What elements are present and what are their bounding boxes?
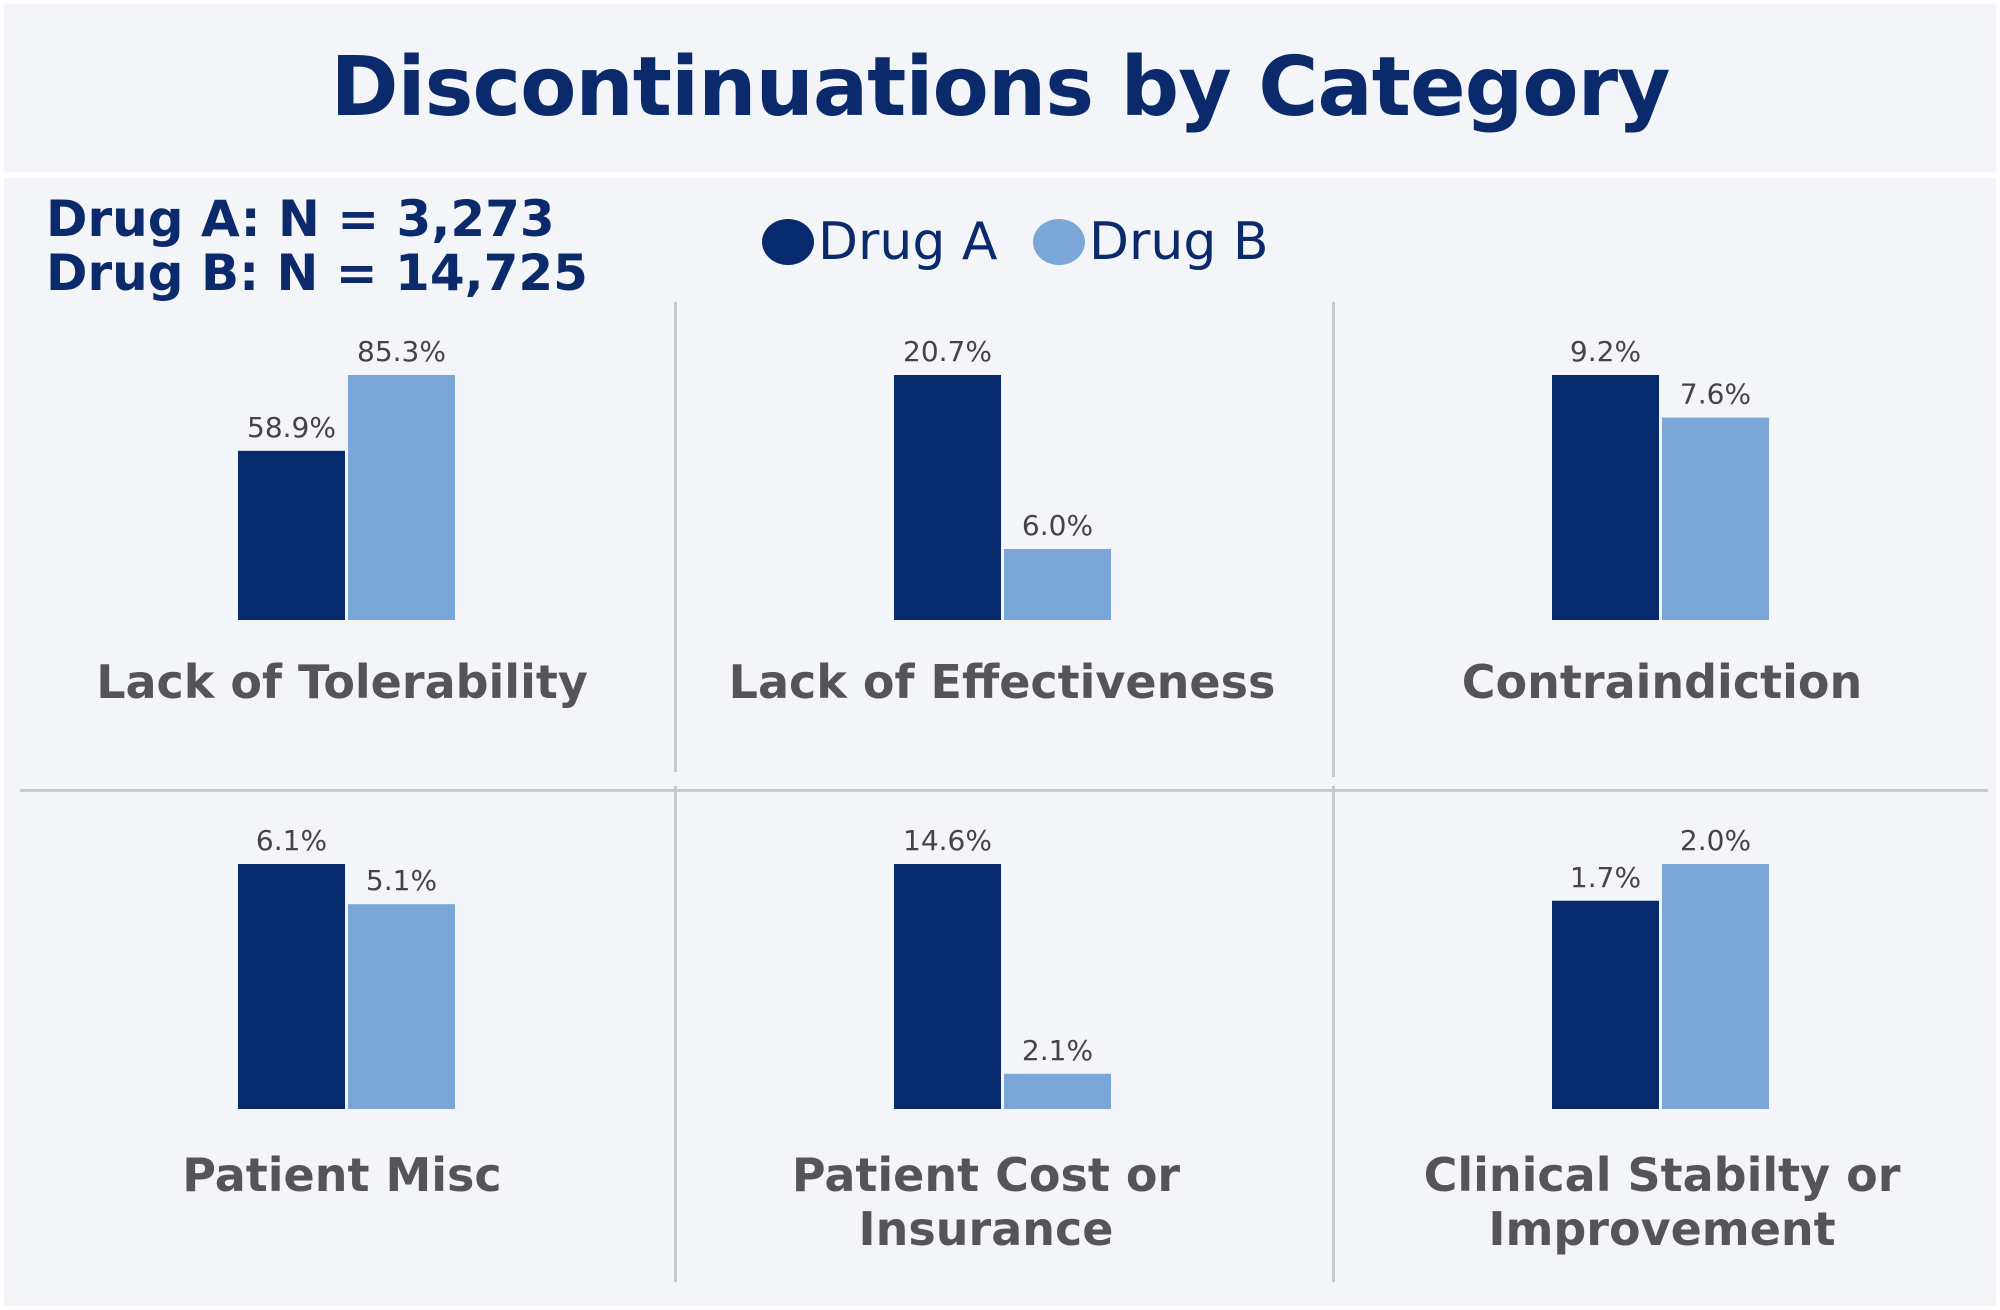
data-label-drug-a-panel-4: 6.1% — [256, 824, 327, 857]
legend-swatch-drug-b — [1033, 219, 1085, 265]
category-label-line: Contraindiction — [1461, 655, 1863, 709]
category-label-contraindiction: Contraindiction — [1332, 655, 1992, 709]
bar-drug-b-panel-4 — [348, 904, 455, 1109]
category-label-line: Lack of Tolerability — [96, 655, 588, 709]
chart-title: Discontinuations by Category — [330, 40, 1670, 135]
bar-drug-b-panel-2 — [1004, 548, 1111, 620]
drug-b-sample-size: Drug B: N = 14,725 — [46, 244, 588, 302]
data-label-drug-a-panel-6: 1.7% — [1570, 861, 1641, 894]
data-label-drug-b-panel-1: 85.3% — [357, 335, 446, 368]
bar-drug-a-panel-2 — [894, 375, 1001, 620]
drug-a-sample-size: Drug A: N = 3,273 — [46, 190, 555, 248]
bar-drug-b-panel-5 — [1004, 1073, 1111, 1109]
bar-drug-a-panel-6 — [1552, 900, 1659, 1109]
data-label-drug-b-panel-5: 2.1% — [1022, 1034, 1093, 1067]
divider-vertical-bottom-right — [1332, 786, 1335, 1282]
data-label-drug-a-panel-2: 20.7% — [903, 335, 992, 368]
legend-swatch-drug-a — [762, 219, 814, 265]
divider-vertical-top-left — [674, 302, 677, 772]
data-label-drug-a-panel-5: 14.6% — [903, 824, 992, 857]
data-label-drug-b-panel-4: 5.1% — [366, 864, 437, 897]
bar-drug-b-panel-6 — [1662, 864, 1769, 1109]
category-label-lack-of-tolerability: Lack of Tolerability — [12, 655, 672, 709]
divider-vertical-top-right — [1332, 302, 1335, 777]
category-label-line: Patient Cost or — [791, 1148, 1181, 1202]
title-band — [4, 4, 1996, 172]
divider-vertical-bottom-left — [674, 786, 677, 1282]
category-label-line: Improvement — [1488, 1202, 1836, 1256]
bar-drug-a-panel-3 — [1552, 375, 1659, 620]
chart-area — [4, 178, 1996, 1306]
bar-drug-a-panel-5 — [894, 864, 1001, 1109]
data-label-drug-b-panel-3: 7.6% — [1680, 378, 1751, 411]
legend-label-drug-b: Drug B — [1089, 212, 1269, 272]
data-label-drug-b-panel-2: 6.0% — [1022, 509, 1093, 542]
bar-drug-a-panel-4 — [238, 864, 345, 1109]
divider-horizontal — [20, 789, 1988, 792]
category-label-line: Lack of Effectiveness — [728, 655, 1276, 709]
category-label-patient-cost-or-insurance: Patient Cost or Insurance — [656, 1148, 1316, 1256]
bar-drug-b-panel-1 — [348, 375, 455, 620]
data-label-drug-b-panel-6: 2.0% — [1680, 824, 1751, 857]
legend-label-drug-a: Drug A — [818, 212, 998, 272]
bar-drug-b-panel-3 — [1662, 417, 1769, 620]
bar-drug-a-panel-1 — [238, 450, 345, 620]
legend-item-drug-a: Drug A — [762, 212, 998, 272]
category-label-clinical-stability-or-improvement: Clinical Stabilty or Improvement — [1332, 1148, 1992, 1256]
category-label-lack-of-effectiveness: Lack of Effectiveness — [672, 655, 1332, 709]
category-label-line: Clinical Stabilty or — [1423, 1148, 1901, 1202]
legend-item-drug-b: Drug B — [1033, 212, 1269, 272]
category-label-patient-misc: Patient Misc — [12, 1148, 672, 1202]
data-label-drug-a-panel-3: 9.2% — [1570, 335, 1641, 368]
category-label-line: Patient Misc — [182, 1148, 502, 1202]
category-label-line: Insurance — [858, 1202, 1114, 1256]
data-label-drug-a-panel-1: 58.9% — [247, 411, 336, 444]
